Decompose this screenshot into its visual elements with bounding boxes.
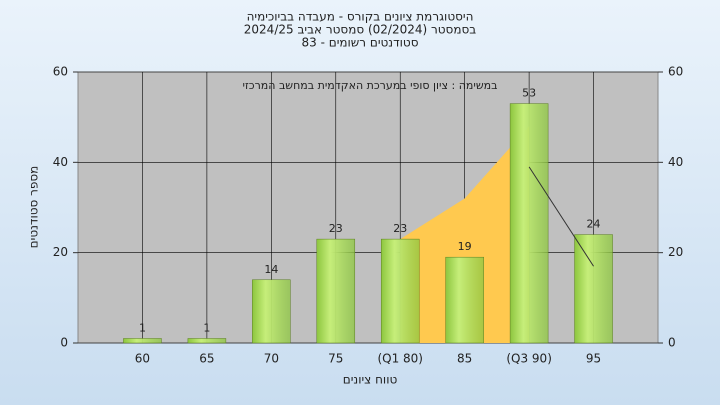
bar (252, 279, 291, 344)
x-tick-label: 70 (264, 352, 279, 366)
value-label: 53 (522, 87, 536, 100)
chart-title: היסטוגרמת ציונים בקורס - מעבדה בביוכימיה (247, 10, 474, 24)
y2-tick-label: 60 (668, 65, 683, 79)
plot: 0 20 40 60 0 20 40 60 60 65 70 75 (Q1 80) 85 (Q3 90) 95… (53, 65, 684, 366)
value-label: 23 (393, 222, 407, 235)
bar (509, 103, 549, 344)
y2-tick-label: 0 (668, 336, 676, 350)
value-label: 14 (264, 263, 278, 276)
x-tick-label: (Q1 80) (377, 352, 423, 366)
x-tick-label: 60 (135, 352, 150, 366)
plot-area (77, 71, 659, 344)
area (400, 126, 530, 343)
bar (380, 238, 420, 344)
x-tick-label: (Q3 90) (506, 352, 552, 366)
x-axis-label: טווח ציונים (343, 373, 398, 387)
value-label: 1 (139, 321, 146, 334)
x-tick-label: 95 (586, 352, 601, 366)
annotation: במשימה : ציון סופי במערכת האקדמית במחשב … (243, 79, 498, 92)
y-tick-label: 60 (53, 65, 68, 79)
bar (574, 234, 613, 344)
y2-tick-label: 40 (668, 155, 683, 169)
bar (123, 338, 162, 344)
line (528, 166, 594, 267)
chart-title: סטודנטים רשומים - 83 (301, 36, 418, 50)
y-axis-label: מספר סטודנטים (27, 166, 41, 249)
y-tick-label: 20 (53, 245, 68, 259)
x-tick-label: 85 (457, 352, 472, 366)
value-label: 19 (458, 240, 472, 253)
value-label: 24 (587, 218, 601, 231)
value-label: 1 (203, 321, 210, 334)
x-tick-label: 75 (328, 352, 343, 366)
y-tick-label: 0 (60, 336, 68, 350)
value-label: 23 (329, 222, 343, 235)
y-tick-label: 40 (53, 155, 68, 169)
y2-tick-label: 20 (668, 245, 683, 259)
bar (187, 338, 227, 344)
bar (316, 238, 356, 344)
bar (445, 256, 484, 344)
x-tick-label: 65 (199, 352, 214, 366)
chart-title: בסמסטר (02/2024) סמסטר אביב 2024/25 (244, 23, 476, 37)
